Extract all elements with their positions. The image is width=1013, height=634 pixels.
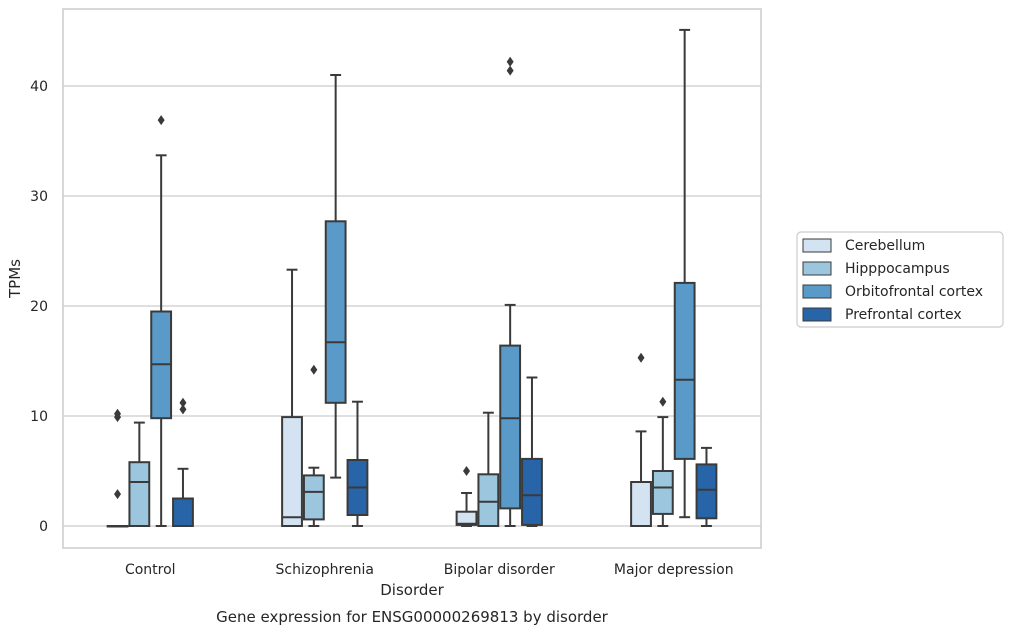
box-orbitofrontal-cortex (324, 74, 347, 479)
box-rect (695, 463, 718, 520)
outlier-point (506, 56, 514, 67)
legend-swatch (802, 238, 832, 253)
x-tick-label: Bipolar disorder (444, 562, 555, 578)
legend-label: Orbitofrontal cortex (845, 284, 983, 300)
box-orbitofrontal-cortex (499, 56, 522, 527)
box-rect (172, 497, 194, 527)
legend-swatch (802, 307, 832, 322)
box-prefrontal-cortex (172, 397, 194, 527)
y-tick-label: 30 (30, 189, 48, 205)
box-orbitofrontal-cortex (673, 28, 696, 519)
outlier-point (114, 408, 122, 419)
box-rect (128, 461, 151, 528)
box-prefrontal-cortex (346, 400, 369, 527)
legend-label: Prefrontal cortex (845, 307, 962, 323)
outlier-point (157, 115, 165, 126)
box-orbitofrontal-cortex (150, 115, 173, 527)
box-rect (651, 470, 674, 515)
box-cerebellum (455, 466, 478, 527)
box-rect (455, 510, 478, 526)
legend-label: Hipppocampus (845, 261, 950, 277)
legend-swatch (802, 284, 832, 299)
x-tick-label: Schizophrenia (276, 562, 374, 578)
x-axis-ticks: Control Schizophrenia Bipolar disorder Majo… (125, 562, 734, 578)
grid-lines (63, 85, 761, 527)
box-series-group (106, 28, 718, 528)
box-hipppocampus (651, 396, 674, 527)
outlier-point (637, 352, 645, 363)
x-tick-label: Major depression (614, 562, 734, 578)
outlier-point (114, 489, 122, 500)
box-prefrontal-cortex (521, 376, 543, 527)
box-rect (324, 220, 347, 404)
outlier-point (179, 404, 187, 415)
box-hipppocampus (128, 421, 151, 528)
x-axis-label: Disorder (380, 581, 444, 599)
legend-swatch (802, 261, 832, 276)
outlier-point (463, 466, 471, 476)
box-hipppocampus (477, 411, 500, 527)
y-tick-label: 20 (30, 299, 48, 315)
plot-frame (62, 8, 762, 549)
legend-label: Cerebellum (845, 238, 925, 254)
box-cerebellum (281, 268, 303, 528)
box-rect (477, 473, 500, 527)
box-rect (499, 344, 522, 510)
y-tick-label: 10 (30, 409, 48, 425)
legend: Cerebellum Hipppocampus Orbitofrontal cort… (796, 231, 1004, 328)
outlier-point (506, 65, 514, 76)
box-rect (673, 281, 696, 460)
y-tick-label: 40 (30, 79, 48, 95)
box-cerebellum (630, 352, 652, 527)
outlier-point (179, 397, 187, 408)
box-rect (281, 416, 303, 528)
x-tick-label: Control (125, 562, 176, 578)
outlier-point (310, 364, 318, 375)
box-rect (521, 457, 543, 526)
box-hipppocampus (302, 364, 325, 527)
y-axis-label: TPMs (6, 259, 24, 299)
outlier-point (659, 396, 667, 407)
box-prefrontal-cortex (695, 446, 718, 527)
chart-title: Gene expression for ENSG00000269813 by d… (216, 608, 609, 626)
box-rect (630, 481, 652, 527)
box-rect (302, 474, 325, 521)
legend-frame (796, 231, 1004, 328)
box-cerebellum (106, 408, 129, 528)
y-tick-label: 0 (39, 519, 48, 535)
y-axis-ticks: 0 10 20 30 40 (30, 79, 48, 535)
